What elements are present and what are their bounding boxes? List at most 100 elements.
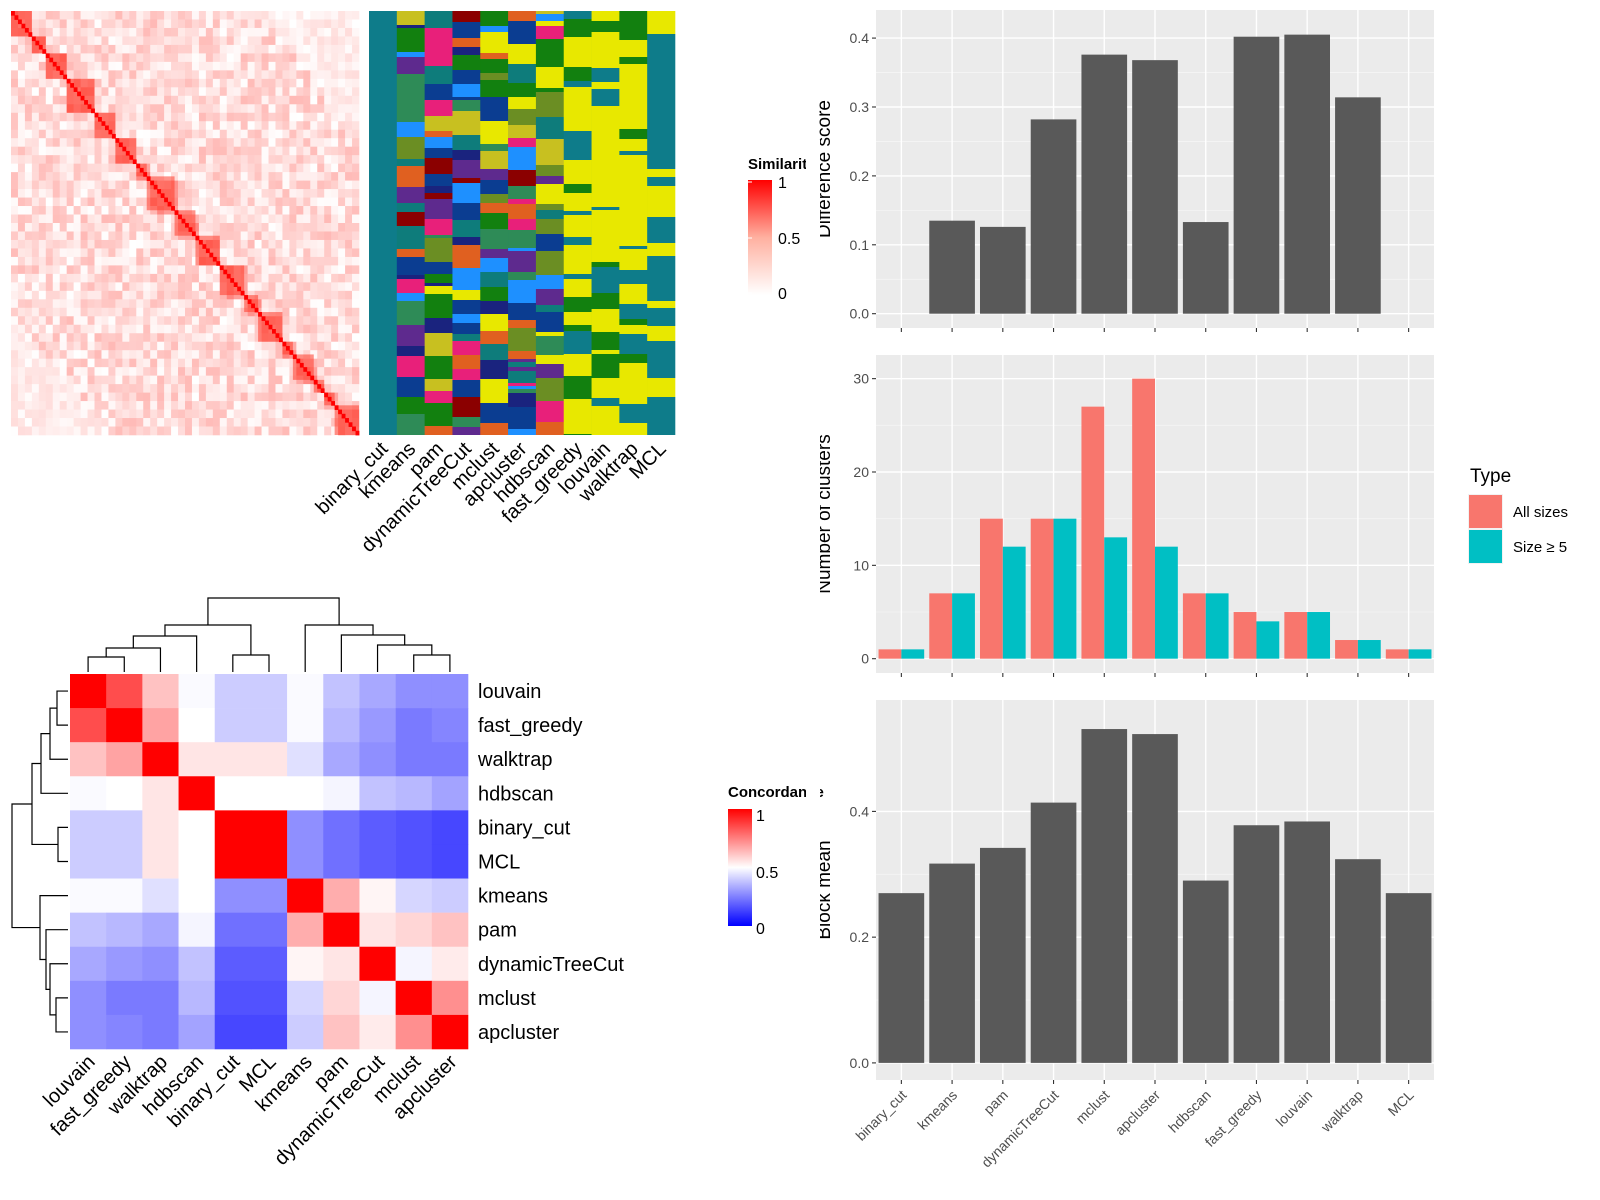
similarity-cell [101,189,109,198]
similarity-cell [247,214,255,224]
similarity-cell [108,418,116,427]
assignment-cell [369,22,398,28]
concordance-cell [142,742,179,777]
similarity-cell [317,78,325,88]
assignment-cell [452,237,481,245]
similarity-cell [289,19,297,29]
similarity-cell [240,265,248,275]
similarity-cell [31,256,40,266]
similarity-cell [164,121,172,131]
similarity-cell [240,307,248,317]
similarity-cell [226,239,235,249]
similarity-diagonal-cell [244,295,249,300]
similarity-cell [191,155,200,164]
similarity-cell [289,307,297,317]
similarity-cell [136,180,144,190]
similarity-cell [80,265,88,275]
similarity-cell [38,256,47,266]
concordance-cell [178,810,216,845]
similarity-cell [219,112,228,122]
similarity-cell [191,70,200,80]
similarity-cell [73,27,81,37]
assignment-cell [563,184,592,193]
assignment-cell [452,43,481,47]
similarity-cell [52,324,61,334]
assignment-cell [452,355,481,369]
similarity-cell [240,384,248,393]
similarity-cell [45,384,54,393]
similarity-cell [66,112,74,122]
similarity-cell [129,418,137,427]
similarity-cell [108,426,116,436]
concordance-cell [359,810,396,845]
concordance-cell [70,810,107,845]
similarity-cell [45,112,54,122]
similarity-cell [73,418,81,427]
similarity-cell [164,392,172,402]
similarity-cell [317,248,325,258]
similarity-cell [191,19,200,29]
similarity-cell [11,36,19,46]
similarity-cell [17,248,26,258]
similarity-cell [205,282,214,292]
similarity-cell [108,248,116,258]
similarity-cell [289,163,297,173]
assignment-cell [563,11,592,19]
similarity-cell [94,350,102,359]
similarity-cell [254,197,262,207]
similarity-cell [233,375,241,385]
similarity-cell [226,206,235,215]
bar-all-sizes [979,518,1003,659]
similarity-cell [268,87,276,97]
similarity-cell [129,248,137,258]
similarity-cell [185,384,193,393]
similarity-cell [136,392,144,402]
similarity-cell [164,231,172,241]
similarity-cell [275,104,283,114]
similarity-cell [219,36,228,46]
assignment-cell [647,98,676,117]
similarity-cell [352,95,360,105]
similarity-cell [289,273,297,283]
similarity-cell [178,36,186,46]
assignment-cell [369,194,398,216]
similarity-cell [87,53,95,63]
similarity-cell [157,146,165,156]
x-tick-label: mclust [1072,1087,1112,1127]
assignment-cell [591,239,620,262]
similarity-cell [143,36,151,46]
similarity-cell [31,299,40,309]
assignment-cell [452,150,481,156]
similarity-cell [226,316,235,326]
assignment-cell [619,40,648,57]
similarity-diagonal-cell [251,303,255,309]
similarity-cell [331,307,339,317]
similarity-cell [122,61,130,71]
similarity-cell [17,129,26,139]
assignment-cell [647,238,676,243]
similarity-cell [157,223,165,232]
similarity-cell [191,197,200,207]
assignment-cell [619,155,648,178]
similarity-cell [164,273,172,283]
similarity-cell [317,426,325,436]
similarity-cell [143,214,151,224]
similarity-cell [282,112,290,122]
similarity-cell [268,290,276,300]
similarity-cell [31,409,40,419]
similarity-cell [324,129,332,139]
similarity-cell [164,44,172,54]
similarity-cell [331,265,339,275]
similarity-cell [73,121,81,131]
similarity-cell [268,256,276,266]
similarity-cell [143,44,151,54]
concordance-cell [250,980,288,1016]
similarity-cell [212,172,221,181]
similarity-cell [310,146,318,156]
similarity-cell [254,401,262,410]
similarity-cell [226,138,235,147]
concordance-cell [70,912,107,948]
assignment-cell [647,326,676,341]
similarity-cell [178,189,186,198]
similarity-cell [87,367,95,376]
